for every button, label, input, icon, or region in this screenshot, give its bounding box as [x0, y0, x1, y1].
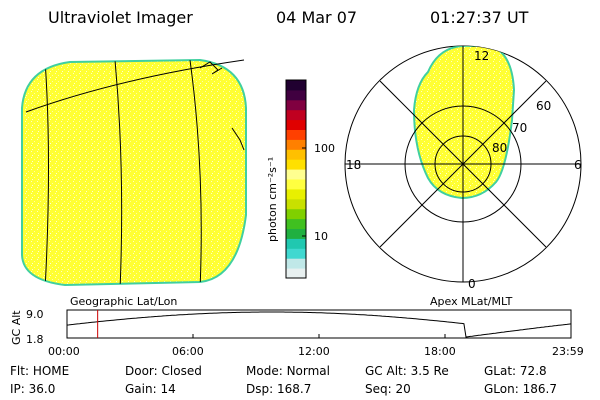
colorbar-segment: [286, 80, 306, 91]
colorbar-segment: [286, 149, 306, 160]
status-mode: Mode: Normal: [246, 364, 330, 378]
geo-panel-label: Geographic Lat/Lon: [70, 295, 178, 308]
colorbar-tick-100: 100: [314, 142, 335, 155]
status-flt: Flt: HOME: [10, 364, 70, 378]
colorbar-segment: [286, 89, 306, 101]
mlt-label-12: 12: [474, 49, 489, 63]
geo-coastline: [199, 61, 245, 151]
color-scale-bar: [285, 79, 307, 279]
mlt-label-0: 0: [468, 277, 476, 291]
status-ip: IP: 36.0: [10, 382, 56, 396]
status-door: Door: Closed: [125, 364, 202, 378]
mlt-label-18: 18: [346, 158, 361, 172]
date-label: 04 Mar 07: [276, 8, 358, 27]
alt-xtick-0600: 06:00: [172, 345, 204, 358]
colorbar-frame: [285, 79, 307, 279]
colorbar-segment: [286, 188, 306, 200]
time-label: 01:27:37 UT: [430, 8, 529, 27]
colorbar-segment: [286, 218, 306, 229]
alt-ytick-1.8: 1.8: [26, 333, 44, 346]
colorbar-segment: [286, 248, 306, 259]
alt-xtick-0000: 00:00: [48, 345, 80, 358]
status-seq: Seq: 20: [365, 382, 411, 396]
colorbar-segment: [286, 198, 306, 210]
status-dsp: Dsp: 168.7: [246, 382, 312, 396]
colorbar-segment: [286, 139, 306, 150]
polar-panel-label: Apex MLat/MLT: [430, 295, 513, 308]
colorbar-unit-label: photon cm⁻²s⁻¹: [266, 157, 279, 242]
colorbar-segment: [286, 208, 306, 220]
status-glon: GLon: 186.7: [484, 382, 557, 396]
colorbar-segment: [286, 99, 306, 111]
alt-xtick-1800: 18:00: [424, 345, 456, 358]
mlat-label-70: 70: [512, 121, 527, 135]
alt-xtick-1200: 12:00: [298, 345, 330, 358]
colorbar-segment: [286, 179, 306, 190]
altitude-plot: [66, 309, 572, 339]
colorbar-segment: [286, 258, 306, 269]
alt-ytick-9: 9.0: [26, 308, 44, 321]
status-gc-alt: GC Alt: 3.5 Re: [365, 364, 449, 378]
colorbar-segment: [286, 238, 306, 249]
altitude-curve: [66, 311, 572, 338]
alt-ylabel: GC Alt: [10, 310, 23, 345]
colorbar-tick-10: 10: [314, 230, 328, 243]
colorbar-segment: [286, 109, 306, 121]
colorbar-segment: [286, 159, 306, 170]
mlt-label-6: 6: [574, 158, 582, 172]
status-glat: GLat: 72.8: [484, 364, 547, 378]
colorbar-segment: [286, 228, 306, 239]
status-gain: Gain: 14: [125, 382, 176, 396]
geo-latitude-line: [25, 59, 245, 113]
geo-auroral-image: [21, 58, 247, 287]
colorbar-segment: [286, 129, 306, 140]
mlat-label-60: 60: [536, 99, 551, 113]
alt-xtick-2359: 23:59: [552, 345, 584, 358]
mlat-label-80: 80: [492, 141, 507, 155]
instrument-title: Ultraviolet Imager: [48, 8, 193, 27]
colorbar-segment: [286, 169, 306, 180]
polar-plot: [344, 45, 582, 283]
colorbar-segment: [286, 119, 306, 130]
polar-auroral-image: [412, 46, 516, 200]
geo-grid-lines: [44, 60, 202, 285]
colorbar-segment: [286, 268, 306, 279]
